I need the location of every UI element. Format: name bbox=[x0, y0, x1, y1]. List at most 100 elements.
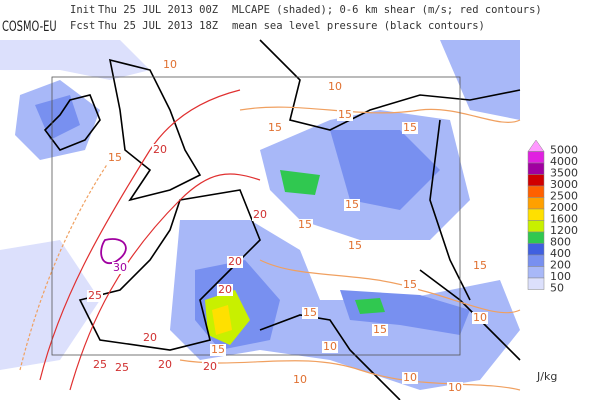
model-name: COSMO-EU bbox=[2, 19, 57, 36]
fcst-description: mean sea level pressure (black contours) bbox=[232, 20, 485, 32]
contour-label: 10 bbox=[163, 58, 177, 71]
contour-label: 15 bbox=[108, 151, 122, 164]
contour-label: 15 bbox=[211, 343, 225, 356]
contour-label: 10 bbox=[473, 311, 487, 324]
contour-label-box bbox=[302, 307, 318, 319]
contour-label-box bbox=[372, 324, 388, 336]
contour-label-box bbox=[217, 284, 233, 296]
legend-unit: J/kg bbox=[536, 370, 557, 383]
contour-label-box bbox=[162, 59, 178, 71]
legend-swatch bbox=[527, 266, 545, 279]
domain-box bbox=[51, 76, 461, 356]
contour-label: 25 bbox=[93, 358, 107, 371]
contour-label: 20 bbox=[158, 358, 172, 371]
legend-label: 3000 bbox=[550, 178, 578, 191]
contour-label-box bbox=[87, 290, 103, 302]
legend-triangle bbox=[527, 139, 545, 152]
contour-label-box bbox=[297, 219, 313, 231]
contour-label: 20 bbox=[253, 208, 267, 221]
contour-label-box bbox=[447, 382, 463, 394]
contour-label-box bbox=[344, 199, 360, 211]
legend-swatch bbox=[527, 208, 545, 221]
contour-label: 15 bbox=[403, 278, 417, 291]
contour-label: 10 bbox=[448, 381, 462, 394]
legend-swatch bbox=[527, 174, 545, 187]
contour-label: 15 bbox=[268, 121, 282, 134]
contour-label-box bbox=[114, 362, 130, 374]
contour-label-box bbox=[107, 152, 123, 164]
contour-label: 10 bbox=[328, 80, 342, 93]
contour-label: 15 bbox=[303, 306, 317, 319]
contour-label: 30 bbox=[113, 261, 127, 274]
legend-label: 50 bbox=[550, 282, 564, 295]
legend-label: 100 bbox=[550, 270, 571, 283]
contour-label-box bbox=[347, 240, 363, 252]
contour-label-box bbox=[402, 279, 418, 291]
legend-swatch bbox=[527, 185, 545, 198]
init-label: Init bbox=[70, 4, 95, 16]
legend-swatch bbox=[527, 254, 545, 267]
contour-label: 10 bbox=[293, 373, 307, 386]
contour-labels: 10 10 15 15 15 20 15 20 15 15 15 20 30 25 20 15 15 15 15 20… bbox=[87, 58, 488, 394]
contour-label-box bbox=[92, 359, 108, 371]
legend-label: 5000 bbox=[550, 144, 578, 157]
contour-label-box bbox=[112, 262, 128, 274]
contour-label-box bbox=[267, 122, 283, 134]
legend-swatch bbox=[527, 243, 545, 256]
contour-label: 10 bbox=[323, 340, 337, 353]
contour-label-box bbox=[472, 312, 488, 324]
contour-label: 25 bbox=[115, 361, 129, 374]
legend-label: 3500 bbox=[550, 167, 578, 180]
legend-swatch bbox=[527, 277, 545, 290]
contour-label-box bbox=[292, 374, 308, 386]
legend-swatch bbox=[527, 197, 545, 210]
contour-label: 20 bbox=[228, 255, 242, 268]
contour-label-box bbox=[252, 209, 268, 221]
contour-label: 15 bbox=[298, 218, 312, 231]
contour-label-box bbox=[322, 341, 338, 353]
legend-label: 2500 bbox=[550, 190, 578, 203]
contour-label-box bbox=[337, 109, 353, 121]
contour-label: 20 bbox=[218, 283, 232, 296]
legend-swatch bbox=[527, 151, 545, 164]
legend-label: 2000 bbox=[550, 201, 578, 214]
contour-label-box bbox=[202, 361, 218, 373]
contour-label: 15 bbox=[473, 259, 487, 272]
cape-shading bbox=[0, 40, 520, 390]
legend-swatch bbox=[527, 162, 545, 175]
shear-contours bbox=[19, 89, 521, 391]
contour-label-box bbox=[402, 122, 418, 134]
contour-label: 20 bbox=[143, 331, 157, 344]
fcst-label: Fcst bbox=[70, 20, 95, 32]
contour-label: 15 bbox=[373, 323, 387, 336]
legend-swatch bbox=[527, 220, 545, 233]
legend-label: 4000 bbox=[550, 155, 578, 168]
contour-label-box bbox=[157, 359, 173, 371]
contour-label: 15 bbox=[345, 198, 359, 211]
contour-label: 15 bbox=[403, 121, 417, 134]
legend-label: 1200 bbox=[550, 224, 578, 237]
init-time: Thu 25 JUL 2013 00Z bbox=[98, 4, 218, 16]
contour-label-box bbox=[327, 81, 343, 93]
contour-label-box bbox=[142, 332, 158, 344]
contour-label-box bbox=[152, 144, 168, 156]
contour-label: 10 bbox=[403, 371, 417, 384]
contour-label-box bbox=[402, 372, 418, 384]
legend-label: 800 bbox=[550, 236, 571, 249]
contour-label: 15 bbox=[338, 108, 352, 121]
fcst-time: Thu 25 JUL 2013 18Z bbox=[98, 20, 218, 32]
legend-label: 400 bbox=[550, 247, 571, 260]
init-description: MLCAPE (shaded); 0-6 km shear (m/s; red … bbox=[232, 4, 542, 16]
legend: 5000400035003000250020001600120080040020… bbox=[527, 139, 578, 295]
contour-label: 25 bbox=[88, 289, 102, 302]
legend-swatch bbox=[527, 231, 545, 244]
contour-label: 20 bbox=[203, 360, 217, 373]
legend-label: 200 bbox=[550, 259, 571, 272]
contour-label-box bbox=[227, 256, 243, 268]
legend-label: 1600 bbox=[550, 213, 578, 226]
contour-label: 20 bbox=[153, 143, 167, 156]
contour-label-box bbox=[472, 260, 488, 272]
contour-label: 15 bbox=[348, 239, 362, 252]
contour-label-box bbox=[210, 344, 226, 356]
